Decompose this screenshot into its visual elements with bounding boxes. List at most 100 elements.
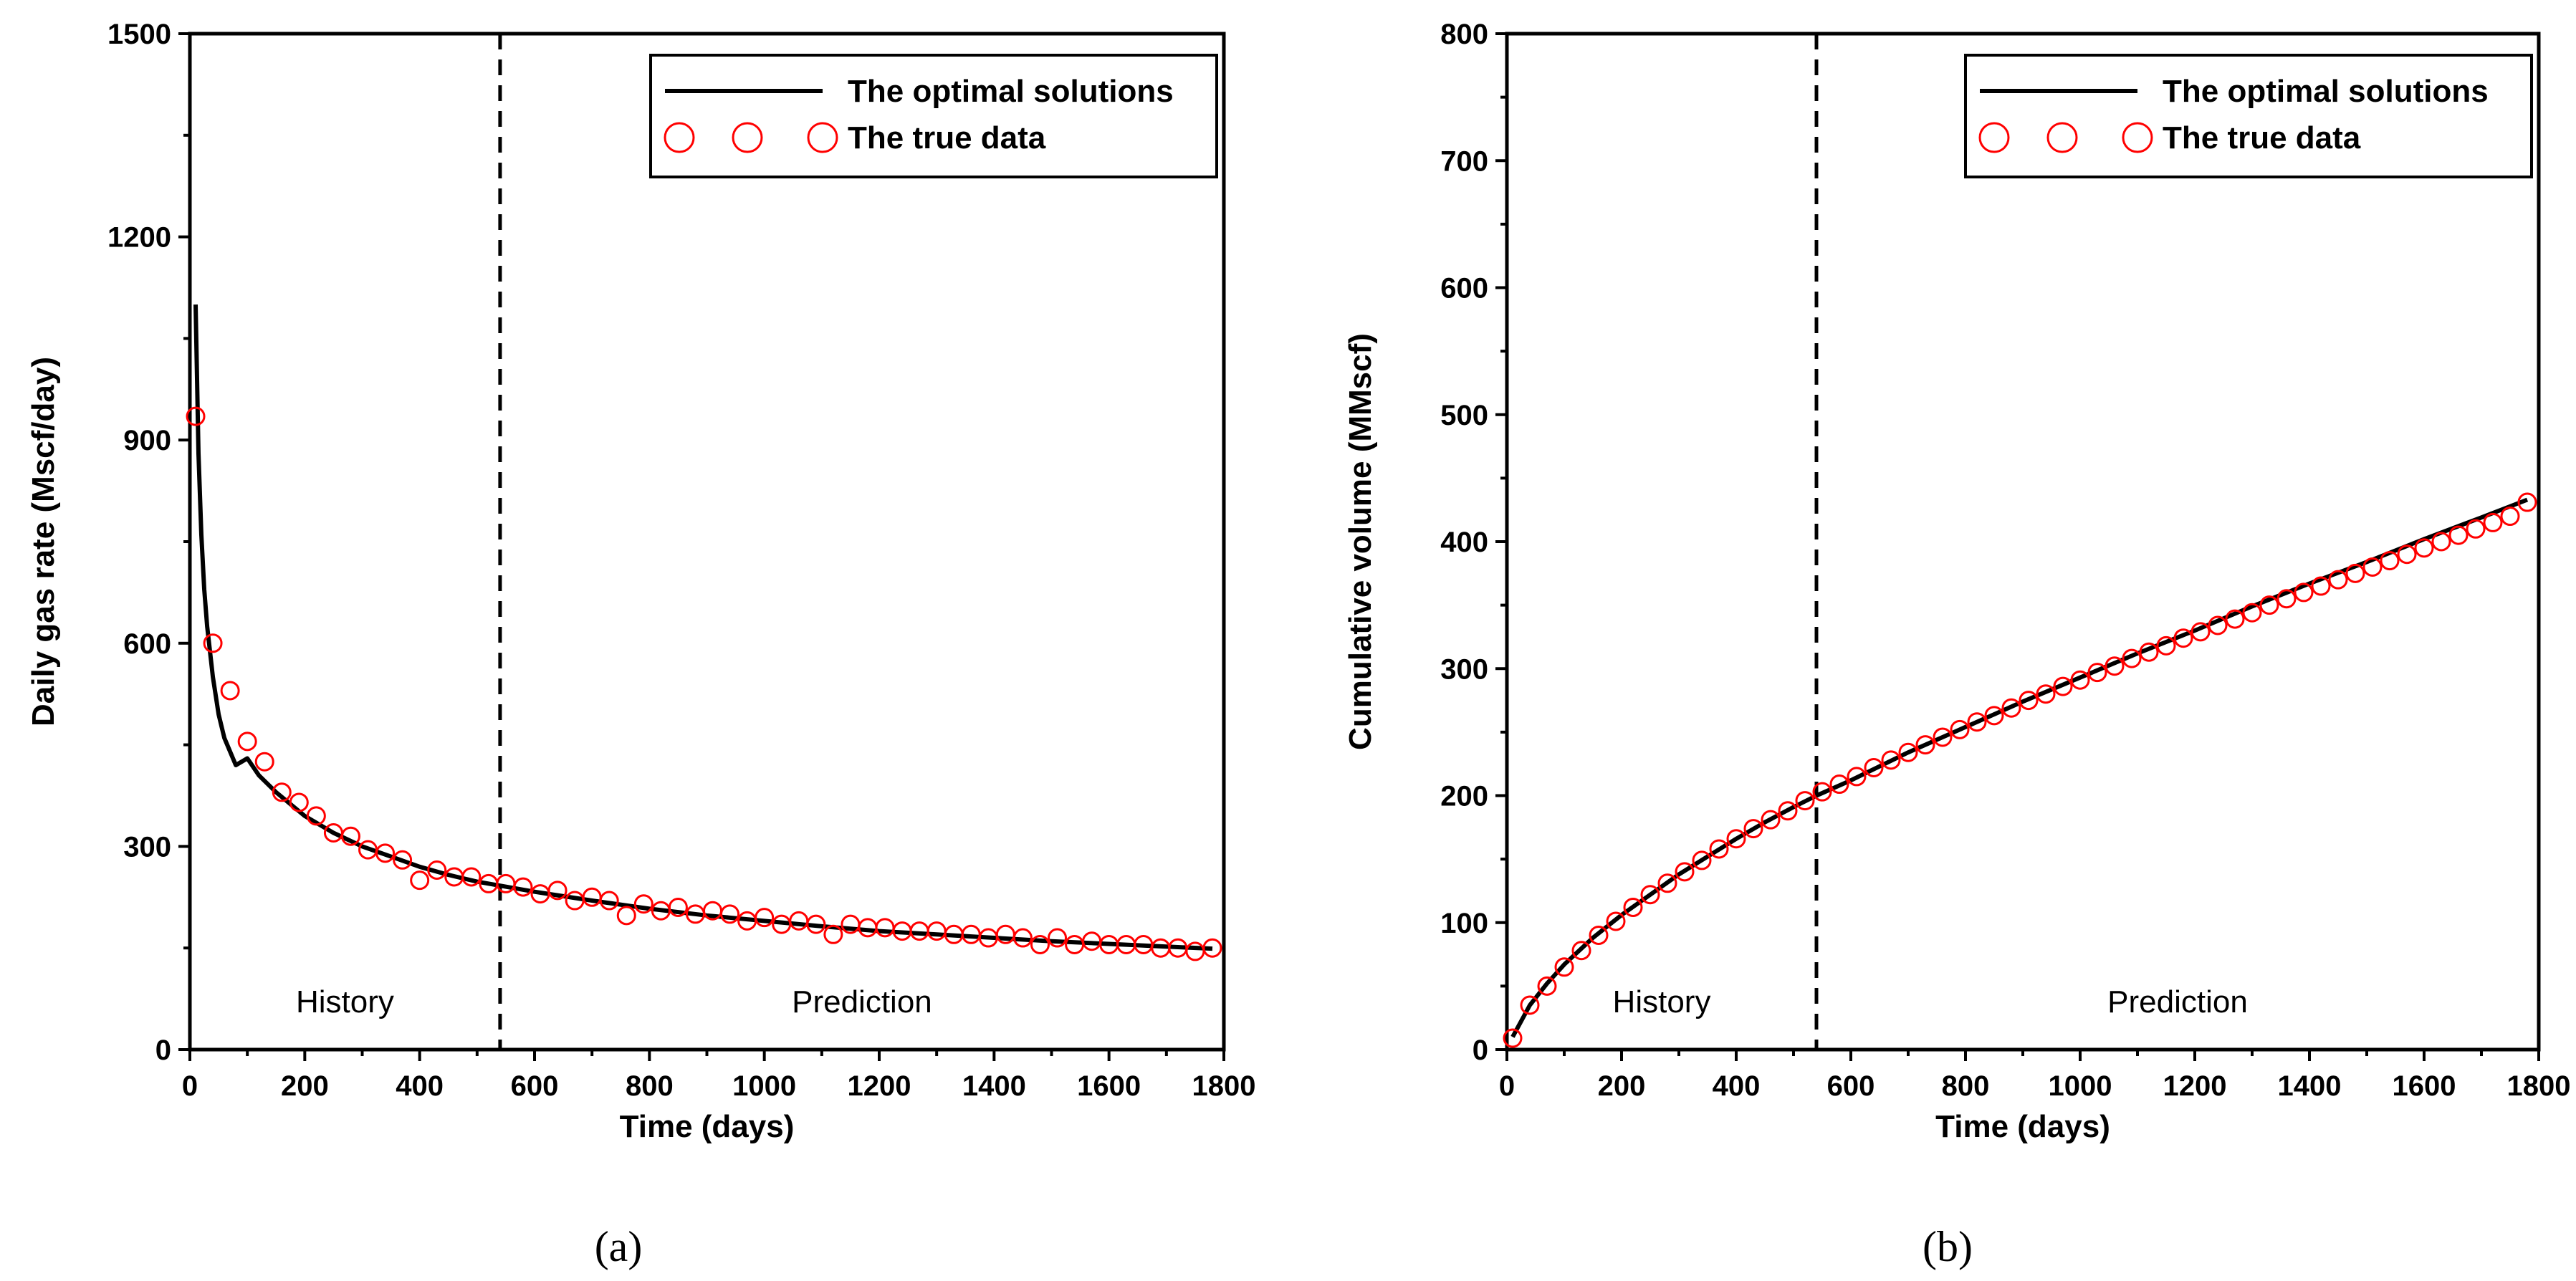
y-tick-label: 500 [1440,400,1488,431]
true-data-point [2001,698,2021,718]
true-data-point [1726,829,1746,849]
true-data-point [289,792,309,812]
x-axis-label: Time (days) [620,1109,795,1144]
true-data-point [1030,934,1050,954]
true-data-point [1950,719,1970,739]
x-tick-label: 1600 [2393,1070,2456,1102]
true-data-point [2483,512,2503,532]
true-data-point [1984,706,2004,726]
true-data-point [2173,628,2193,648]
legend-marker-swatch [807,122,838,153]
true-data-point [668,897,688,917]
panel-label: (b) [1923,1223,1973,1270]
true-data-point [1881,750,1901,770]
true-data-point [2156,635,2176,656]
true-data-point [2019,691,2039,711]
x-tick-label: 800 [626,1070,674,1102]
chart-panel-a: 0 200 400 600 800 1000 1200 1400 1600 1800 0 300 600… [26,19,1255,1270]
true-data-point [1657,873,1677,893]
true-data-point [2139,642,2159,662]
true-data-point [547,881,568,901]
plot-frame [1505,32,2541,1052]
true-data-point [1640,885,1660,905]
true-data-point [272,782,292,802]
y-tick-label: 400 [1440,527,1488,558]
x-tick-label: 800 [1942,1070,1990,1102]
true-data-point [2517,492,2537,512]
legend-marker-label: The true data [848,120,1046,155]
true-data-point [513,877,533,897]
true-data-point [461,867,482,887]
y-tick-label: 1500 [107,19,171,50]
true-data-point [823,924,843,944]
y-tick-label: 200 [1440,781,1488,812]
true-data-point [633,894,653,914]
chart-panel-b: 0 200 400 600 800 1000 1200 1400 1600 1800 0 100 200… [1343,19,2570,1270]
true-data-point [410,870,430,891]
true-data-point [806,914,826,934]
true-data-point [789,911,809,931]
legend-marker-swatch [2122,122,2153,153]
true-data-point [1761,810,1781,830]
y-tick-label: 0 [1473,1035,1488,1066]
true-data-point [2328,570,2348,590]
legend-box [649,54,1218,178]
true-data-point [375,843,396,863]
true-data-point [203,633,223,653]
plot-frame [188,32,1226,1052]
true-data-point [2087,663,2107,683]
legend-marker-swatch [732,122,763,153]
true-data-point [2122,648,2142,668]
panel-label: (a) [595,1223,643,1270]
x-tick-label: 200 [281,1070,329,1102]
legend-box [1964,54,2533,178]
true-data-point [1967,712,1987,732]
x-tick-label: 1600 [1077,1070,1141,1102]
true-data-point [2414,538,2434,558]
true-data-point [720,904,740,924]
x-tick-label: 1400 [962,1070,1026,1102]
true-data-point [1520,995,1540,1015]
x-tick-label: 1400 [2278,1070,2342,1102]
x-tick-label: 600 [511,1070,559,1102]
true-data-point [1623,897,1643,917]
true-data-point [2362,557,2383,577]
y-tick-label: 700 [1440,145,1488,177]
true-data-point [1864,758,1884,778]
y-tick-label: 600 [123,628,171,660]
true-data-point [2053,676,2073,696]
optimal-solution-line [1510,497,2529,1038]
true-data-point [220,681,240,701]
x-tick-label: 1200 [2163,1070,2227,1102]
true-data-point [2276,589,2297,609]
true-data-point [755,908,775,928]
x-tick-label: 600 [1827,1070,1875,1102]
x-tick-label: 200 [1598,1070,1646,1102]
y-tick-label: 1200 [107,222,171,254]
legend-line-label: The optimal solutions [2163,74,2489,109]
legend-marker-swatch [1978,122,2010,153]
true-data-point [1812,782,1832,802]
true-data-point [1915,735,1935,755]
true-data-point [1606,911,1626,931]
true-data-point [427,860,447,880]
true-data-point [2311,576,2331,596]
true-data-point [1829,774,1849,795]
true-data-point [2190,622,2211,642]
true-data-point [2259,595,2279,615]
true-data-point [599,891,619,911]
x-tick-label: 1000 [732,1070,796,1102]
prediction-region-label: Prediction [2107,984,2248,1019]
x-tick-label: 1800 [2507,1070,2571,1102]
true-data-point [1048,928,1068,948]
legend-marker-label: The true data [2163,120,2361,155]
true-data-point [254,752,274,772]
y-tick-label: 300 [123,831,171,863]
true-data-point [2070,670,2090,690]
history-region-label: History [296,984,394,1019]
x-tick-label: 400 [1713,1070,1761,1102]
true-data-point [2242,603,2262,623]
optimal-solution-line [193,304,1213,951]
y-tick-label: 900 [123,425,171,456]
